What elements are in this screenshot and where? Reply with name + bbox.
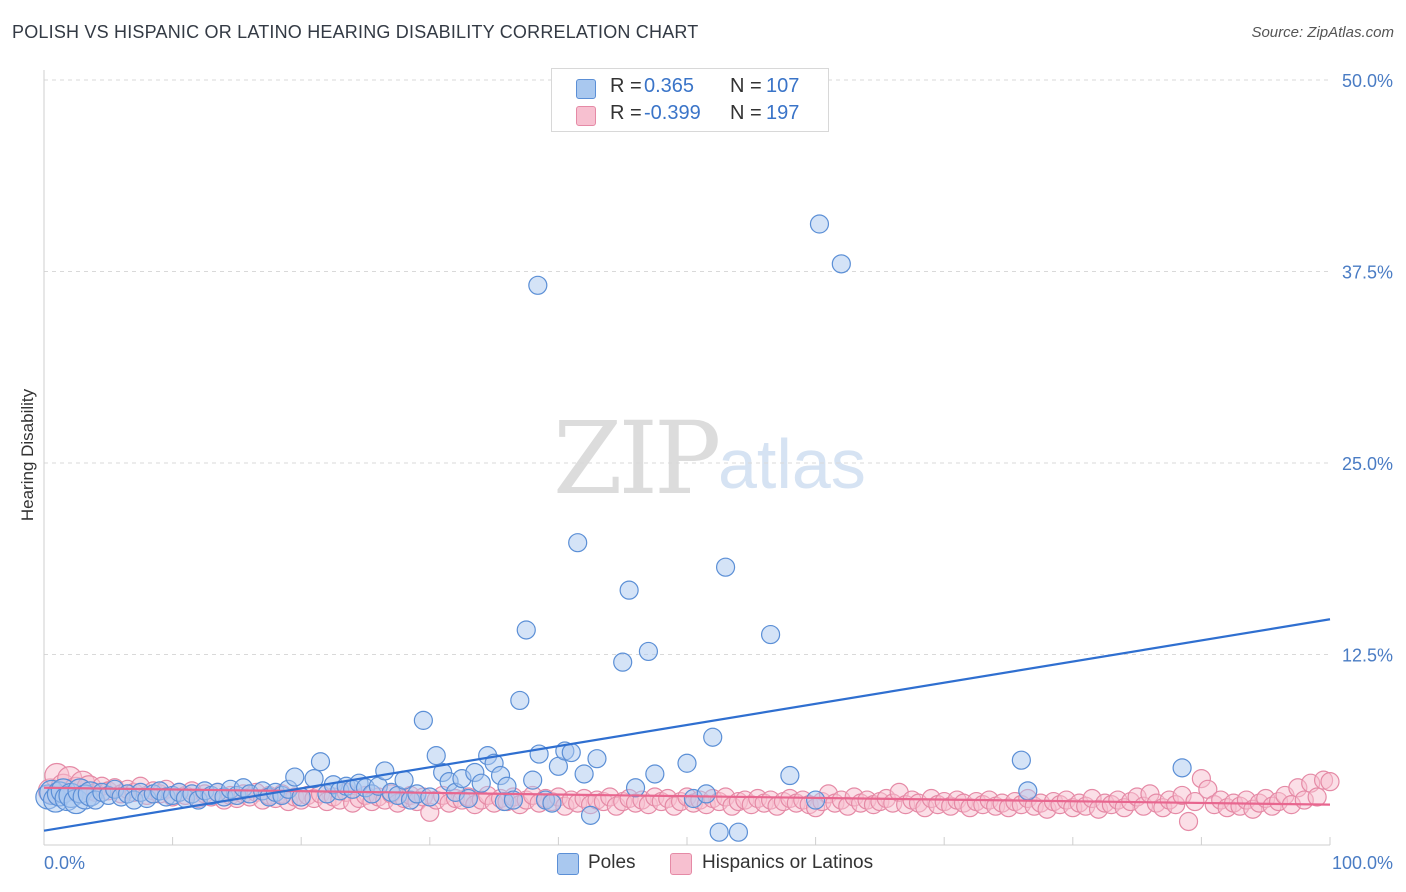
poles-point [645,764,665,784]
poles-point [375,761,395,781]
grid-lines [44,79,1330,655]
poles-legend-label[interactable]: Poles [588,852,636,873]
watermark-atlas: atlas [718,425,866,503]
poles-point [1011,750,1031,770]
poles-point [703,727,723,747]
n-value: 197 [766,102,800,124]
poles-point [619,580,639,600]
poles-point [523,770,543,790]
poles-point [510,690,530,711]
poles-point [420,787,440,807]
poles-point [1018,781,1038,801]
poles-point [831,254,851,274]
poles-point [760,624,781,645]
poles-point [715,557,736,577]
poles-point [728,822,749,842]
poles-point [613,652,633,672]
chart-title: POLISH VS HISPANIC OR LATINO HEARING DIS… [12,22,699,42]
poles-point [542,793,562,813]
poles-point [1172,758,1192,778]
poles-point [677,753,697,773]
poles-point [528,275,548,295]
poles-point [285,767,305,787]
poles-point [413,710,433,730]
poles-point [696,784,716,804]
series-legend: Poles Hispanics or Latinos [0,852,1406,878]
r-label: R = [610,102,642,124]
hispanics-point [1320,772,1340,792]
r-label: R = [610,75,642,97]
n-label: N = [730,102,762,124]
poles-point [503,790,523,810]
poles-legend-swatch[interactable] [557,853,579,875]
hispanics-point [1307,787,1327,807]
poles-point [471,773,491,793]
y-tick-label: 37.5% [1342,263,1393,283]
hispanics-trend-line [43,786,1331,806]
poles-point [304,768,324,789]
poles-point [709,822,729,842]
poles-point [394,770,414,790]
poles-point [780,765,800,786]
hispanics-point [1185,791,1205,812]
correlation-legend: R = 0.365 N = 107 R = -0.399 N = 197 [551,68,829,132]
poles-point [568,533,588,553]
watermark-zip: ZIP [553,400,721,517]
hispanics-legend-swatch[interactable] [670,853,692,875]
r-value: 0.365 [644,75,695,97]
poles-point [426,746,446,766]
poles-point [625,778,646,798]
n-value: 107 [766,75,800,97]
poles-point [561,742,581,763]
poles-trend-line [43,618,1331,832]
poles-point [809,214,830,234]
hispanics-swatch [576,106,596,126]
hispanics-point [1178,811,1199,832]
x-tick-label: 100.0% [1332,853,1393,873]
n-label: N = [730,75,762,97]
r-value: -0.399 [644,102,701,124]
poles-point [638,641,659,662]
poles-point [310,752,331,772]
axes [43,70,1331,846]
source-credit: Source: ZipAtlas.com [1251,24,1394,41]
y-tick-label: 50.0% [1342,71,1393,91]
y-tick-label: 25.0% [1342,454,1393,474]
tick-labels: 12.5% 25.0% 37.5% 50.0% 0.0% 100.0% [44,71,1393,873]
poles-point [580,805,601,825]
poles-point [516,620,536,640]
poles-point [587,749,607,769]
hispanics-legend-label[interactable]: Hispanics or Latinos [702,852,874,873]
y-tick-label: 12.5% [1342,646,1393,666]
poles-point [805,790,826,810]
poles-points [35,214,1192,842]
poles-point [574,764,594,784]
trend-lines [43,618,1331,832]
x-tick-label: 0.0% [44,853,85,873]
poles-swatch [576,79,596,99]
